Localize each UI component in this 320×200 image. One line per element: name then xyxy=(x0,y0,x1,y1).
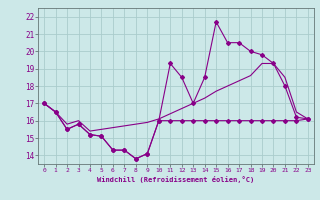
X-axis label: Windchill (Refroidissement éolien,°C): Windchill (Refroidissement éolien,°C) xyxy=(97,176,255,183)
